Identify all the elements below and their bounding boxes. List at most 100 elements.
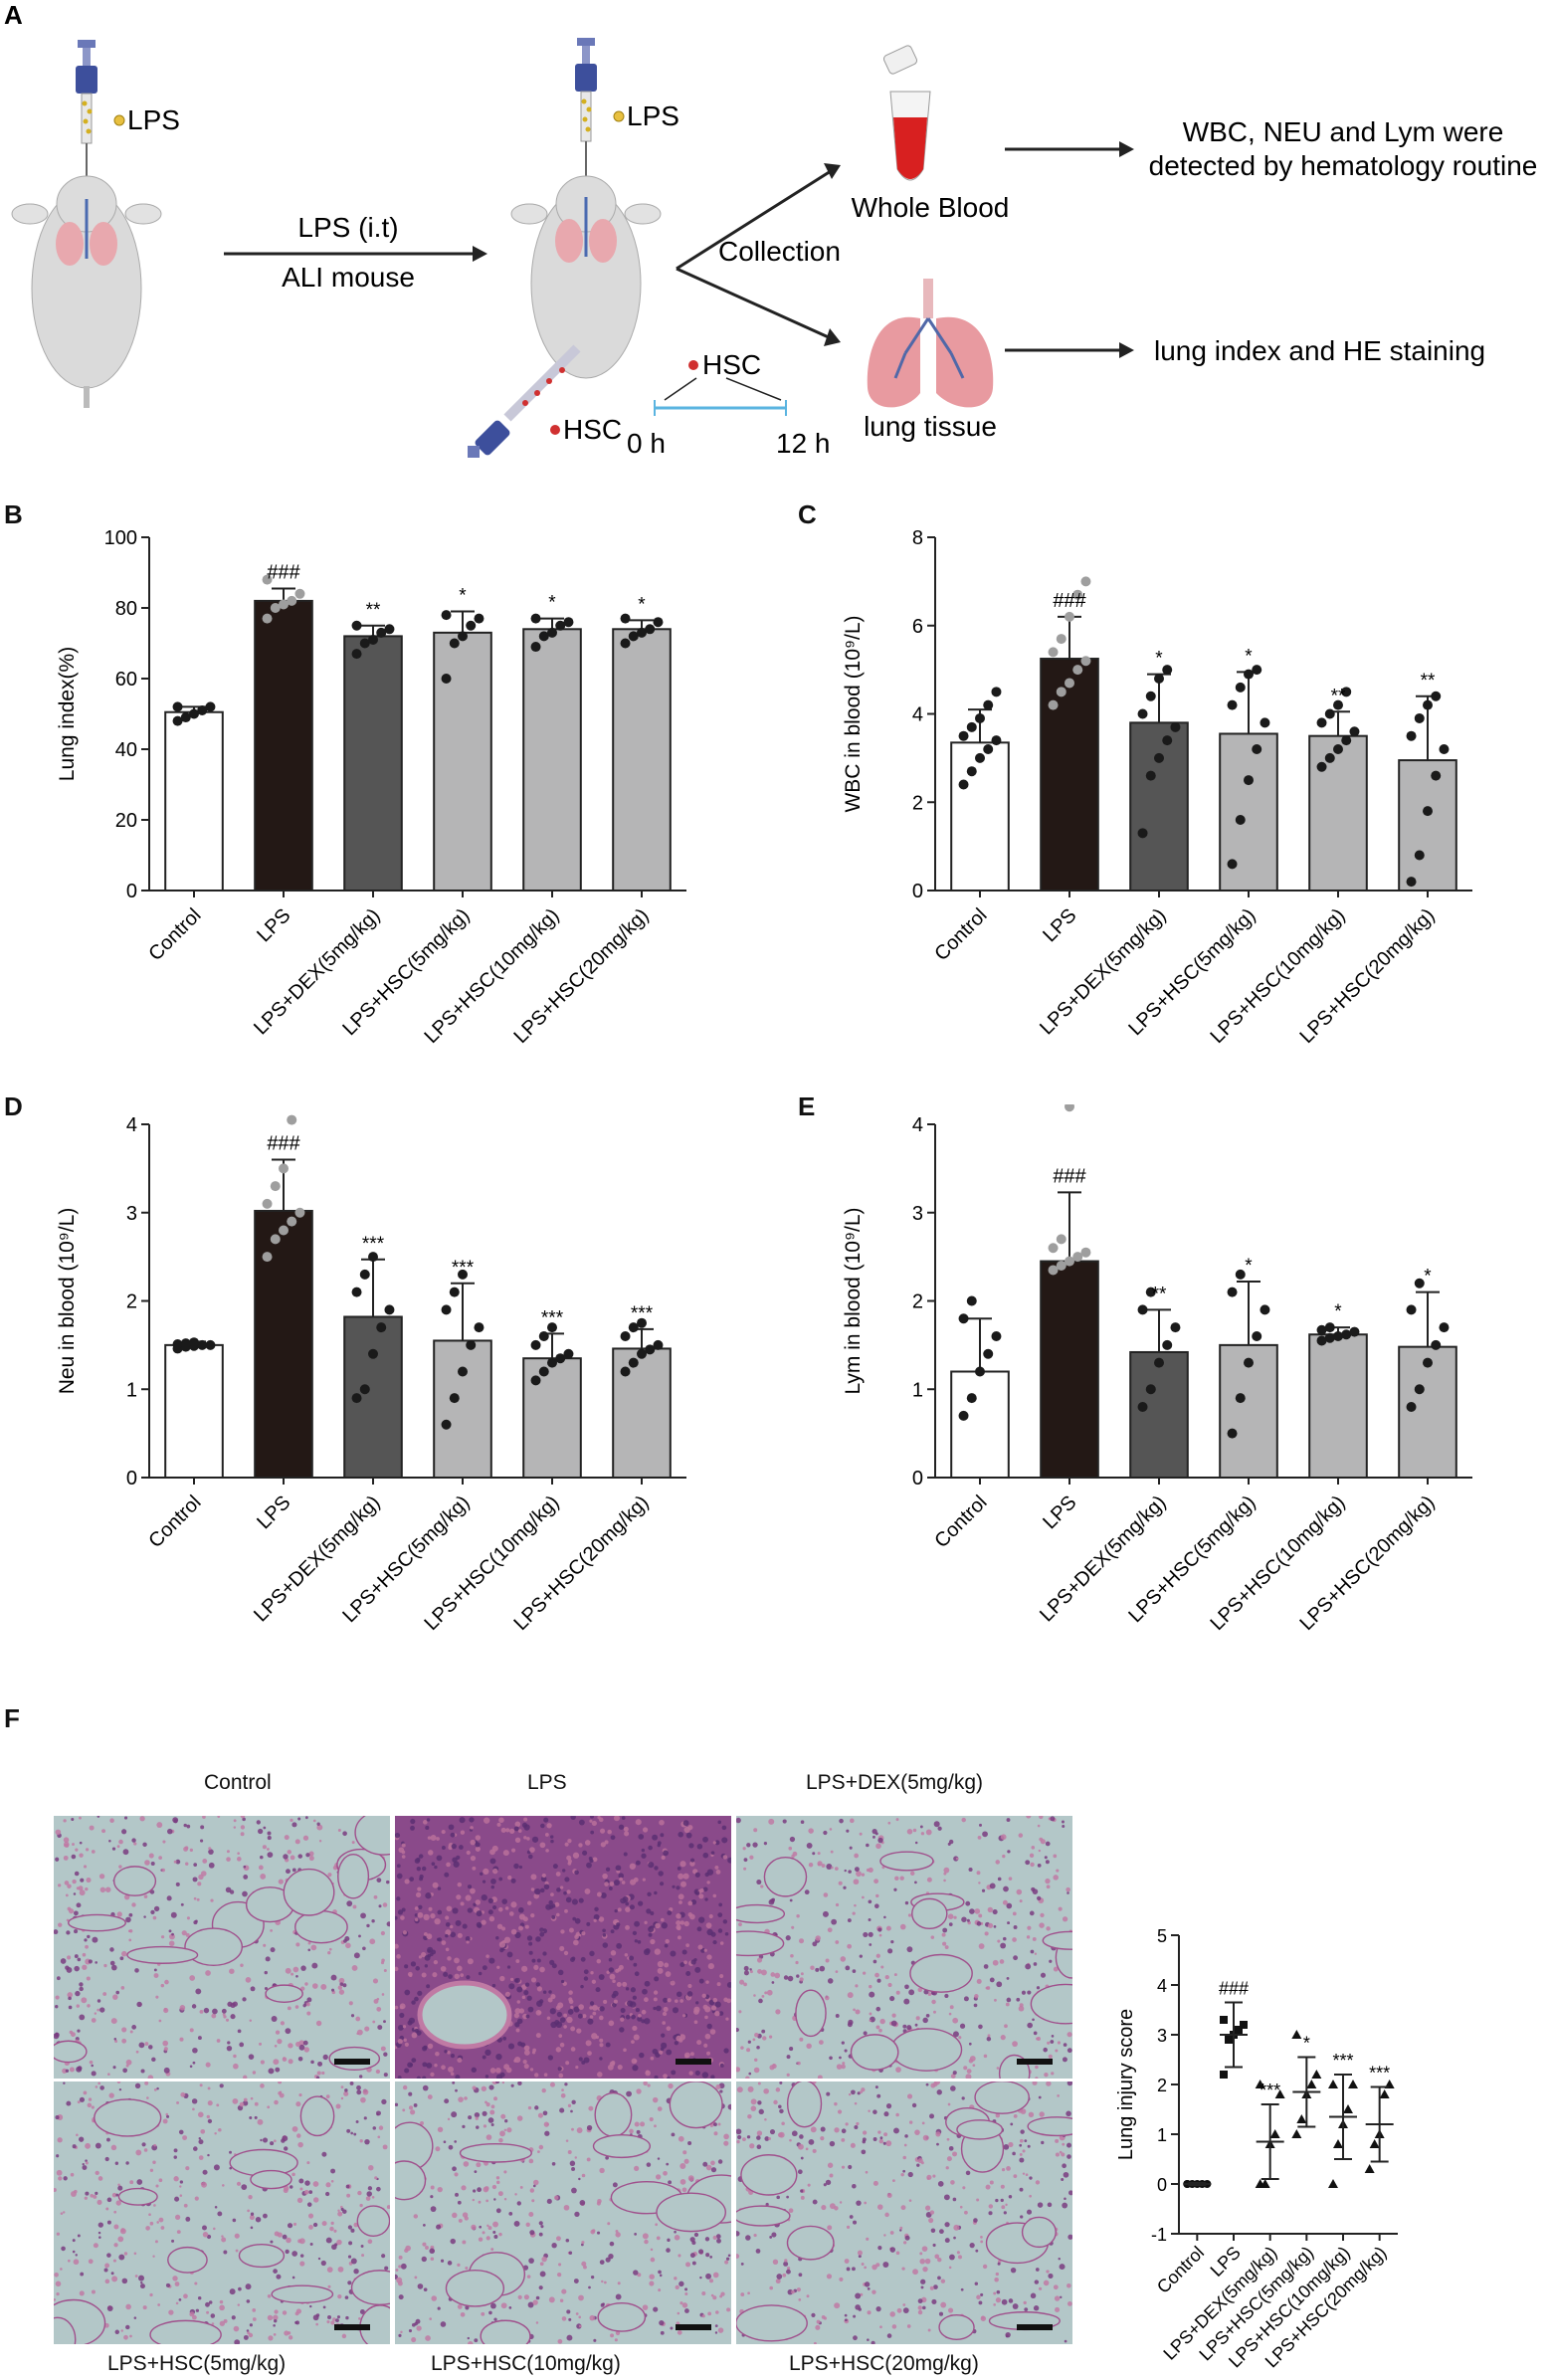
data-point — [1274, 2089, 1285, 2098]
data-point — [1269, 2129, 1280, 2138]
data-point — [1311, 2070, 1322, 2079]
significance-label: * — [1303, 2034, 1310, 2054]
lungs-icon — [867, 279, 994, 408]
timeline-arrow — [664, 377, 697, 401]
scale-bar — [1017, 2324, 1053, 2330]
data-point — [966, 721, 977, 732]
chart-neu: 0 1 2 3 4 Neu in blood (10⁹/L) Control ### LPS **… — [56, 1114, 686, 1635]
data-point — [1162, 1339, 1173, 1350]
y-tick-label: 2 — [1157, 2076, 1167, 2095]
data-point — [1137, 1402, 1148, 1412]
data-point — [1379, 2089, 1390, 2098]
time-start-label: 0 h — [627, 428, 666, 459]
hsc-dot-icon — [688, 360, 698, 370]
data-point — [1252, 665, 1262, 676]
data-point — [1414, 850, 1425, 861]
data-point — [1056, 634, 1066, 645]
data-point — [449, 1287, 460, 1297]
significance-label: *** — [362, 1234, 385, 1255]
collection-label: Collection — [718, 236, 841, 267]
data-point — [975, 712, 985, 723]
data-point — [1291, 2030, 1302, 2039]
data-point — [547, 1322, 557, 1333]
bar — [1129, 721, 1189, 892]
bar — [254, 1209, 313, 1479]
arrow-bottom-label: ALI mouse — [282, 262, 415, 293]
data-point — [1348, 2080, 1358, 2088]
data-point — [466, 1339, 477, 1350]
bar — [1398, 759, 1457, 892]
data-point — [620, 638, 631, 649]
data-point — [628, 1357, 639, 1368]
data-point — [474, 613, 485, 624]
timeline-arrow — [725, 377, 782, 401]
y-tick-label: 100 — [104, 527, 137, 549]
data-point — [1145, 691, 1156, 701]
y-tick-label: 0 — [912, 881, 923, 902]
histology-label-hsc5: LPS+HSC(5mg/kg) — [107, 2352, 287, 2375]
data-point — [262, 613, 273, 624]
he-stain-lps — [395, 1816, 731, 2079]
data-point — [958, 730, 969, 741]
y-tick-label: 1 — [1157, 2125, 1167, 2145]
data-point — [983, 1348, 994, 1359]
significance-label: *** — [1369, 2064, 1390, 2083]
y-axis-label: Lung injury score — [1115, 2009, 1137, 2160]
bar — [612, 1347, 672, 1479]
data-point — [368, 1348, 378, 1359]
data-point — [1414, 712, 1425, 723]
result-lung-label: lung index and HE staining — [1154, 335, 1485, 366]
x-tick-label: LPS — [253, 904, 294, 946]
x-tick-label: LPS — [1039, 904, 1080, 946]
data-point — [653, 617, 664, 628]
x-tick-label: Control — [930, 904, 991, 965]
data-point — [1145, 770, 1156, 781]
data-point — [294, 1207, 305, 1218]
data-point — [1244, 669, 1254, 680]
data-point — [351, 620, 362, 631]
data-point — [1333, 2139, 1343, 2148]
y-tick-label: 0 — [1157, 2175, 1167, 2195]
data-point — [1235, 815, 1246, 825]
lps-label-1: LPS — [127, 104, 180, 135]
tissue-texture — [54, 2082, 390, 2344]
time-end-label: 12 h — [776, 428, 831, 459]
data-point — [1341, 735, 1352, 746]
data-point — [294, 588, 305, 599]
data-point — [547, 627, 557, 638]
y-tick-label: 1 — [126, 1379, 137, 1401]
data-point — [530, 1339, 541, 1350]
scale-bar — [334, 2324, 370, 2330]
data-point — [351, 1393, 362, 1404]
data-point — [1227, 1287, 1238, 1297]
data-point — [1260, 717, 1270, 728]
y-tick-label: 0 — [126, 1468, 137, 1489]
data-point — [538, 631, 549, 642]
x-tick-label: LPS — [253, 1491, 294, 1533]
panel-letter-b: B — [4, 499, 23, 529]
bar — [254, 599, 313, 892]
data-point — [1080, 656, 1091, 667]
data-point — [653, 1339, 664, 1350]
bar — [1040, 1260, 1099, 1479]
data-point — [1423, 699, 1433, 710]
histology-label-hsc10: LPS+HSC(10mg/kg) — [431, 2352, 621, 2375]
data-point — [1056, 687, 1066, 697]
data-point — [262, 1198, 273, 1209]
data-point — [1252, 744, 1262, 754]
data-point — [1072, 665, 1083, 676]
data-point — [991, 735, 1002, 746]
data-point — [1145, 1287, 1156, 1297]
data-point — [1227, 1428, 1238, 1439]
data-point — [958, 779, 969, 790]
data-point — [1423, 806, 1433, 817]
data-point — [279, 1225, 289, 1236]
significance-label: * — [548, 593, 556, 614]
data-point — [1341, 687, 1352, 697]
data-point — [359, 638, 370, 649]
data-point — [189, 1337, 199, 1348]
data-point — [189, 708, 199, 719]
data-point — [1154, 1357, 1164, 1368]
whole-blood-label: Whole Blood — [852, 192, 1010, 223]
data-point — [458, 1366, 468, 1377]
